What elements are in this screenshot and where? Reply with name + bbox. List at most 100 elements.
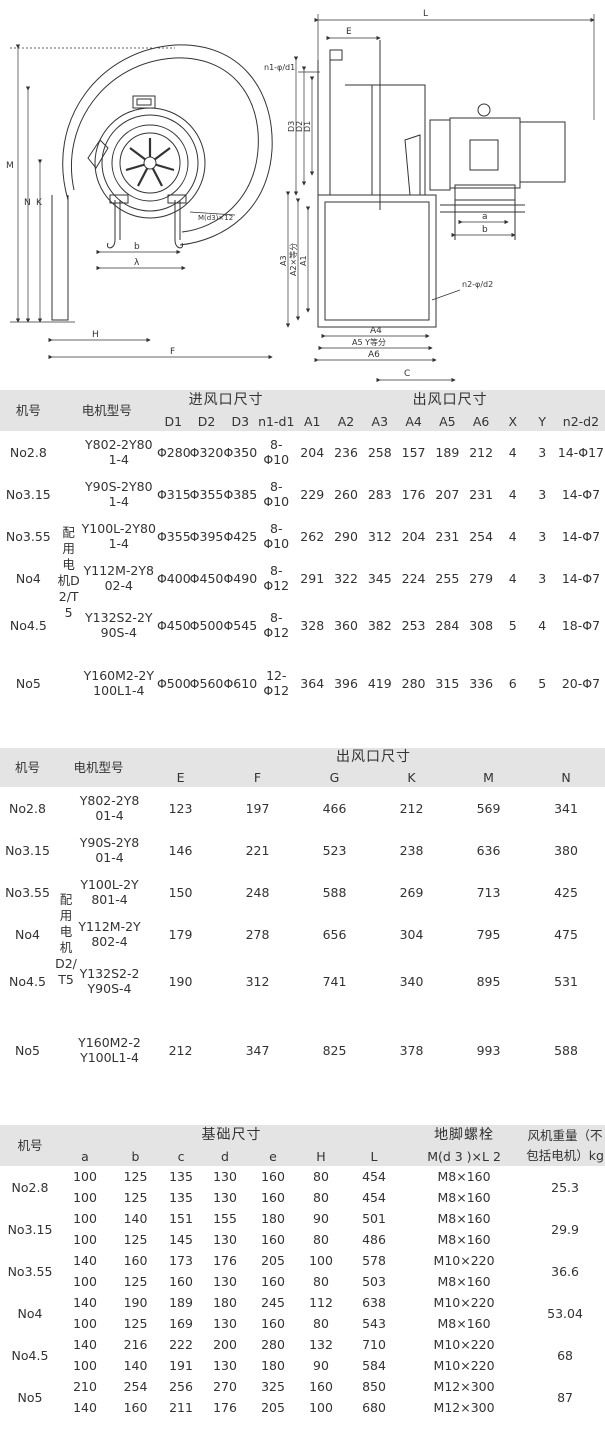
cell: 160 [261,1232,285,1247]
cell: 130 [213,1169,237,1184]
cell: 100 [309,1253,333,1268]
cell-bolt: M8×160 [437,1232,491,1247]
cell: 146 [168,842,193,858]
cell: Φ490 [223,570,258,586]
col-D3: D3 [223,411,258,431]
cell: 638 [362,1295,386,1310]
row-motor: Y802-2Y801-4 [85,437,153,467]
row-model: No3.55 [7,1263,53,1279]
row-model: No4 [17,1305,43,1321]
cell: 221 [245,842,270,858]
cell: 205 [261,1400,285,1415]
col-H: H [297,1146,345,1166]
cell: 204 [300,444,325,460]
cell: 180 [261,1358,285,1373]
cell: 503 [362,1274,386,1289]
cell: 636 [476,842,501,858]
fan-technical-drawing: M N K M(d3)×12 b λ H F [6,9,595,383]
row-model: No3.55 [5,884,50,900]
cell: 4 [538,617,547,633]
cell: Φ315 [156,486,190,502]
cell: Φ500 [189,617,224,633]
row-model: No2.8 [11,1179,49,1195]
table-row: No3.55 140 160 173 176 205 100 578 M10×220 36.… [0,1250,605,1279]
row-motor: Y100L-2Y801-4 [80,877,139,907]
dim-label-E: E [346,27,352,37]
header-motor: 电机型号 [55,748,143,787]
dim-label-A6: A6 [368,350,380,360]
cell: 8-Φ10 [263,521,290,551]
cell: 231 [469,486,494,502]
header-model: 机号 [0,1125,60,1166]
cell: 135 [169,1190,193,1205]
cell: 475 [554,926,578,942]
cell: 741 [322,973,347,989]
col-L: L [345,1146,404,1166]
cell: 341 [554,800,578,816]
cell: 3 [538,528,547,544]
cell: 543 [362,1316,386,1331]
cell: 189 [169,1295,193,1310]
cell: 20-Φ7 [561,675,601,691]
dim-label-D1: D1 [303,121,312,132]
cell-weight: 68 [557,1347,574,1363]
cell: 396 [334,675,358,691]
cell: 173 [169,1253,193,1268]
cell: 140 [73,1253,97,1268]
cell: 125 [123,1316,148,1331]
row-model: No2.8 [9,800,46,816]
cell: 8-Φ12 [263,563,290,593]
cell: Φ500 [156,675,190,691]
cell: 176 [401,486,426,502]
col-N: N [527,767,605,787]
dim-label-A3: A3 [279,255,288,266]
row-motor: Y132S2-2Y90S-4 [79,966,140,996]
cell: 80 [313,1232,329,1247]
cell: 895 [476,973,501,989]
cell: 258 [367,444,392,460]
col-n1-d1: n1-d1 [257,411,296,431]
table-row: 140 160 211 176 205 100 680 M12×300 [0,1397,605,1418]
table-row: No3.15 Y90S-2Y801-4 146 221 523 238 636 380 [0,829,605,871]
cell: Φ425 [223,528,258,544]
dim-label-D2: D2 [295,121,304,132]
dim-label-Md3: M(d3)×12 [198,214,233,222]
cell: 140 [73,1337,97,1352]
cell: 140 [73,1295,97,1310]
cell: 80 [313,1274,329,1289]
cell: 278 [245,926,270,942]
cell: 176 [213,1253,237,1268]
cell: 100 [73,1316,97,1331]
header-weight: 风机重量（不包括电机）kg [525,1125,605,1166]
cell: 200 [213,1337,237,1352]
cell: 850 [362,1379,386,1394]
col-M: M [450,767,528,787]
cell: 100 [73,1211,97,1226]
table-row: No5 Y160M2-2Y100L1-4 Φ500 Φ560 Φ610 12-Φ12 3… [0,651,605,715]
row-model: No4.5 [11,1347,49,1363]
cell: 380 [554,842,578,858]
foundation-dimension-table: 机号 基础尺寸 地脚螺栓 风机重量（不包括电机）kg a b c d e H L… [0,1125,605,1418]
cell: 345 [367,570,392,586]
cell: 713 [476,884,501,900]
dim-label-N: N [24,198,31,208]
cell: 125 [123,1169,148,1184]
cell: 135 [169,1169,193,1184]
cell: 150 [168,884,193,900]
row-motor: Y112M-2Y802-4 [78,919,141,949]
cell: 130 [213,1316,237,1331]
cell: 4 [508,570,517,586]
cell-bolt: M10×220 [433,1295,495,1310]
header-bolt: 地脚螺栓 [403,1125,526,1146]
cell: 569 [476,800,501,816]
table-row: No2.8 配用电机D2/T5 Y802-2Y801-4 Φ280 Φ320 Φ35… [0,431,605,620]
row-motor: Y802-2Y801-4 [79,793,140,823]
row-model: No5 [17,1389,43,1405]
table-row: No4.5 Y132S2-2Y90S-4 Φ450 Φ500 Φ545 8-Φ12 32… [0,599,605,651]
cell: Φ395 [189,528,224,544]
dim-label-A4: A4 [370,326,382,336]
dim-label-lambda: λ [134,258,140,268]
header-motor: 电机型号 [56,390,157,431]
cell: 80 [313,1169,329,1184]
dim-label-F: F [170,347,175,357]
